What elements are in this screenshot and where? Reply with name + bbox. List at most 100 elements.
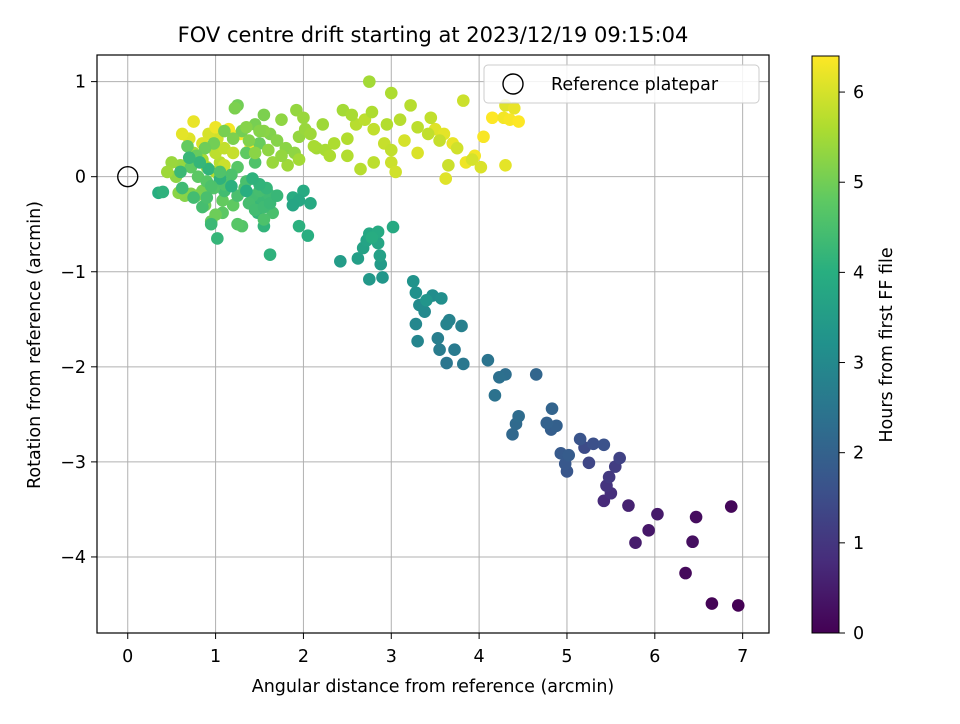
data-point bbox=[240, 184, 253, 198]
data-point bbox=[613, 451, 626, 465]
data-point bbox=[485, 111, 499, 125]
x-tick-label: 4 bbox=[474, 647, 485, 667]
plot-frame bbox=[96, 54, 770, 634]
data-point bbox=[281, 158, 294, 172]
colorbar-ticks: 0 1 2 3 4 5 6 bbox=[839, 83, 864, 644]
data-point bbox=[442, 158, 455, 172]
data-point bbox=[642, 524, 655, 537]
data-point bbox=[304, 197, 317, 210]
colorbar-tick-label: 0 bbox=[853, 624, 864, 644]
data-point bbox=[582, 456, 596, 470]
data-point bbox=[440, 317, 453, 331]
data-point bbox=[389, 165, 402, 179]
x-tick-label: 1 bbox=[210, 647, 221, 667]
x-axis-label: Angular distance from reference (arcmin) bbox=[252, 677, 615, 697]
data-point bbox=[455, 319, 468, 333]
y-tick-label: −2 bbox=[60, 358, 86, 378]
data-point bbox=[512, 115, 525, 128]
x-tick-label: 6 bbox=[649, 647, 660, 667]
data-point bbox=[507, 101, 521, 115]
reference-platepar-marker bbox=[117, 165, 139, 188]
colorbar-tick-label: 1 bbox=[853, 534, 864, 554]
data-point bbox=[292, 219, 306, 233]
data-point bbox=[257, 108, 271, 122]
data-point bbox=[253, 137, 266, 150]
colorbar-tick-label: 3 bbox=[853, 354, 864, 374]
data-point bbox=[327, 137, 341, 150]
data-point bbox=[512, 409, 525, 423]
data-point bbox=[261, 143, 275, 157]
data-point bbox=[175, 127, 189, 141]
data-point bbox=[602, 470, 616, 484]
data-point bbox=[213, 165, 227, 179]
data-point bbox=[275, 113, 288, 126]
data-point bbox=[231, 217, 244, 231]
data-point bbox=[365, 231, 379, 244]
data-point bbox=[488, 389, 502, 402]
data-point bbox=[297, 111, 310, 125]
data-point bbox=[175, 181, 189, 195]
data-point bbox=[506, 428, 519, 441]
data-point bbox=[550, 419, 563, 433]
colorbar-tick-label: 6 bbox=[853, 83, 864, 103]
data-point bbox=[367, 122, 381, 136]
data-point bbox=[545, 402, 559, 415]
data-point bbox=[465, 153, 479, 166]
data-point bbox=[457, 357, 470, 371]
data-point bbox=[435, 292, 448, 305]
data-point bbox=[450, 141, 464, 155]
data-point bbox=[156, 185, 170, 199]
data-point bbox=[216, 194, 229, 207]
x-tick-label: 0 bbox=[122, 647, 133, 667]
colorbar-tick-label: 4 bbox=[853, 263, 864, 283]
data-point bbox=[341, 132, 354, 145]
data-point bbox=[499, 158, 512, 172]
data-point bbox=[187, 191, 200, 204]
x-tick-label: 2 bbox=[298, 647, 309, 667]
data-point bbox=[263, 248, 277, 261]
data-point bbox=[411, 146, 424, 160]
colorbar: 0 1 2 3 4 5 6 Hours from first FF file bbox=[811, 55, 897, 644]
data-point bbox=[481, 353, 495, 367]
data-point bbox=[275, 149, 288, 163]
reference-marker-layer bbox=[117, 165, 139, 188]
data-point bbox=[248, 156, 262, 169]
data-point bbox=[597, 438, 611, 452]
data-point bbox=[226, 146, 240, 160]
data-point bbox=[384, 156, 398, 169]
data-point bbox=[323, 149, 337, 163]
y-tick-label: −4 bbox=[60, 548, 86, 568]
colorbar-label: Hours from first FF file bbox=[877, 247, 897, 442]
data-point bbox=[409, 286, 423, 299]
data-point bbox=[440, 356, 453, 370]
data-point bbox=[363, 75, 376, 88]
data-point bbox=[301, 229, 315, 242]
data-point bbox=[679, 566, 692, 580]
data-point bbox=[622, 499, 635, 512]
data-point bbox=[270, 134, 284, 147]
data-point bbox=[218, 124, 231, 138]
data-point bbox=[587, 437, 600, 451]
data-point bbox=[225, 168, 238, 182]
y-axis-ticks: 1 0 −1 −2 −3 −4 bbox=[60, 73, 97, 568]
data-point bbox=[160, 165, 174, 179]
data-point bbox=[629, 536, 642, 549]
data-point bbox=[253, 124, 266, 138]
data-point bbox=[420, 293, 433, 307]
data-point bbox=[200, 191, 214, 204]
data-point bbox=[182, 151, 196, 164]
data-point bbox=[365, 105, 379, 119]
data-point bbox=[304, 127, 317, 141]
x-tick-label: 3 bbox=[386, 647, 397, 667]
data-point bbox=[404, 99, 417, 112]
data-point bbox=[202, 162, 215, 176]
y-axis-label: Rotation from reference (arcmin) bbox=[25, 201, 45, 489]
x-tick-label: 5 bbox=[561, 647, 572, 667]
data-point bbox=[226, 198, 240, 212]
data-point bbox=[689, 510, 703, 524]
data-point bbox=[187, 115, 200, 128]
data-point bbox=[411, 334, 424, 348]
y-tick-label: −1 bbox=[60, 263, 86, 283]
